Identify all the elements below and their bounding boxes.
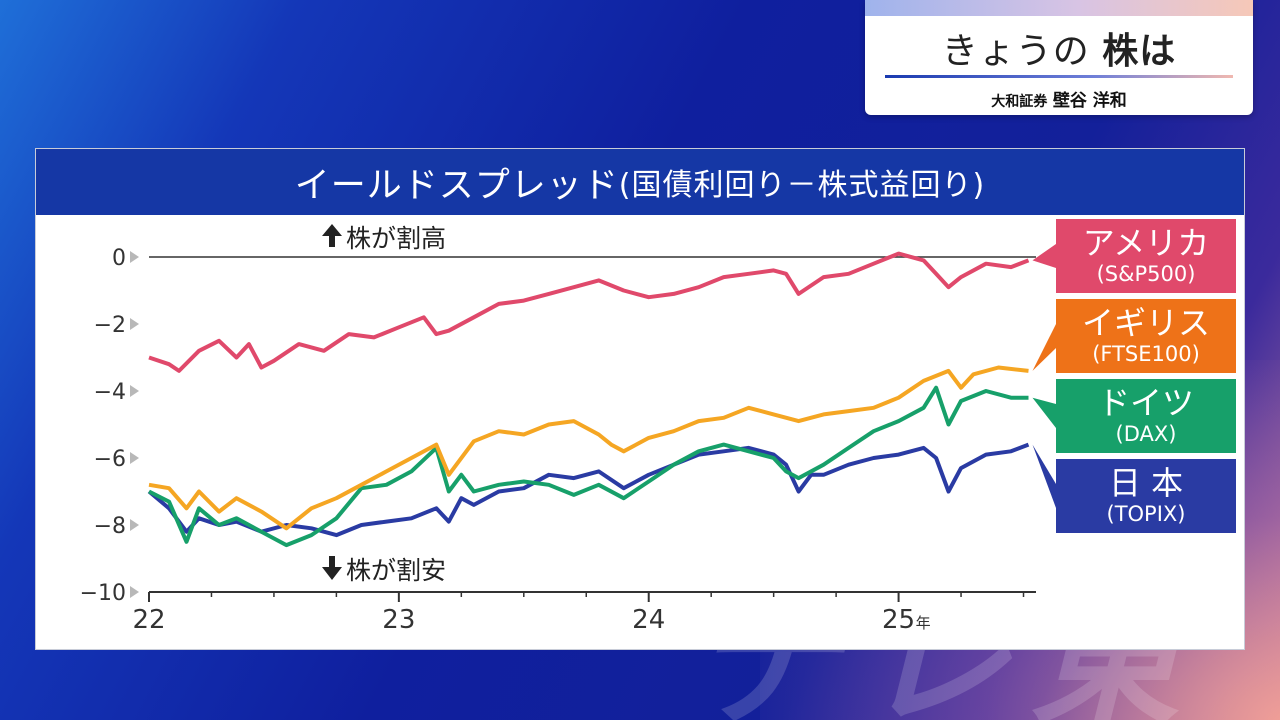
down-arrow-icon <box>322 556 342 580</box>
x-tick-label: 22 <box>132 605 165 635</box>
legend-uk-index: (FTSE100) <box>1092 342 1200 366</box>
y-tick-marker <box>130 318 139 330</box>
y-tick-label: −10 <box>80 581 126 606</box>
series-line-uk <box>148 365 1029 531</box>
program-title-part1: きょうの <box>941 31 1090 72</box>
connector-japan <box>1032 444 1056 508</box>
connector-uk <box>1032 324 1056 371</box>
commentator-caption: 大和証券 壁谷 洋和 <box>865 86 1253 111</box>
legend-america-name: アメリカ <box>1082 224 1210 262</box>
header-divider <box>885 75 1233 78</box>
series-line-germany <box>148 385 1029 548</box>
chart-panel: 0 −2 −4 −6 −8 −10 22 23 24 25 年株が割高 株が割安 イールドスプレッド(… <box>35 148 1245 650</box>
y-tick-label: −2 <box>94 313 126 338</box>
legend-germany-index: (DAX) <box>1115 422 1177 446</box>
legend-label-america: アメリカ (S&P500) <box>1056 219 1236 293</box>
annotation-overvalued: 株が割高 <box>346 224 446 253</box>
legend-label-uk: イギリス (FTSE100) <box>1056 299 1236 373</box>
legend-label-japan: 日 本 (TOPIX) <box>1056 459 1236 533</box>
chart-title-paren: (国債利回り－株式益回り) <box>618 168 986 203</box>
commentator-company: 大和証券 <box>991 94 1048 110</box>
legend-japan-index: (TOPIX) <box>1106 502 1186 526</box>
legend-germany-name: ドイツ <box>1097 384 1194 422</box>
y-tick-marker <box>130 452 139 464</box>
x-tick-label: 24 <box>632 605 665 635</box>
x-axis-unit: 年 <box>916 614 931 632</box>
commentator-name: 壁谷 洋和 <box>1052 91 1127 111</box>
legend-america-index: (S&P500) <box>1096 262 1196 286</box>
x-tick-label: 25 <box>882 605 915 635</box>
y-tick-marker <box>130 385 139 397</box>
y-tick-label: 0 <box>112 246 126 271</box>
header-top-bar <box>865 0 1253 16</box>
y-tick-label: −6 <box>94 447 126 472</box>
connector-germany <box>1032 397 1056 428</box>
legend-japan-name: 日 本 <box>1108 464 1184 502</box>
y-tick-label: −8 <box>94 514 126 539</box>
y-tick-label: −4 <box>94 380 126 405</box>
program-header-card: きょうの 株は 大和証券 壁谷 洋和 <box>865 0 1253 115</box>
series-line-japan <box>147 442 1030 538</box>
chart-title-bar: イールドスプレッド (国債利回り－株式益回り) <box>36 149 1244 215</box>
legend-label-germany: ドイツ (DAX) <box>1056 379 1236 453</box>
y-tick-marker <box>130 519 139 531</box>
x-tick-label: 23 <box>382 605 415 635</box>
legend-uk-name: イギリス <box>1081 304 1210 342</box>
y-tick-marker <box>130 586 139 598</box>
chart-title: イールドスプレッド <box>294 165 619 206</box>
program-title-part2: 株は <box>1102 31 1177 72</box>
y-tick-marker <box>130 251 139 263</box>
connector-america <box>1032 244 1056 268</box>
up-arrow-icon <box>322 224 342 247</box>
series-line-america <box>148 251 1030 373</box>
program-title: きょうの 株は <box>865 22 1253 74</box>
annotation-undervalued: 株が割安 <box>346 556 446 585</box>
